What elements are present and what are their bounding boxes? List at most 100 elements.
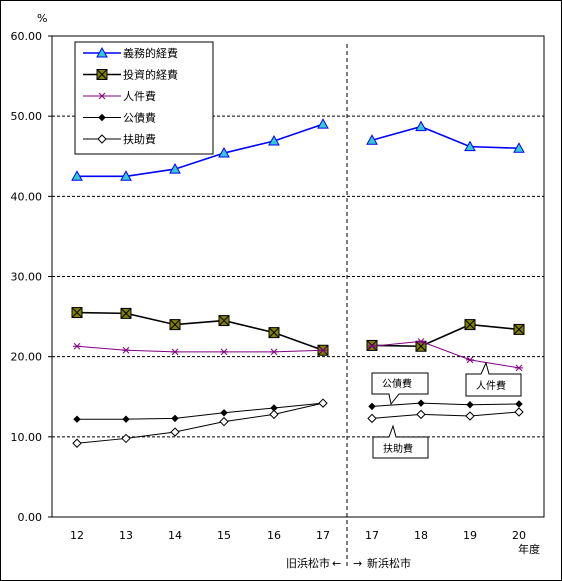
divider-note: 旧浜松市 ← → 新浜松市	[286, 556, 411, 570]
y-tick-label: 30.00	[11, 271, 43, 284]
data-point	[464, 319, 476, 331]
callout-jinken: 人件費	[465, 361, 522, 397]
series-layer	[71, 118, 525, 448]
divider-note-right-arrow: →	[353, 557, 362, 570]
callout-kousai-label: 公債費	[382, 377, 412, 390]
divider-note-right: 新浜松市	[367, 556, 411, 570]
legend-label: 義務的経費	[123, 46, 178, 60]
legend-marker	[98, 113, 106, 122]
y-tick-label: 50.00	[11, 110, 43, 123]
marker-stroke	[122, 346, 130, 354]
callout-kousai-bubble	[371, 372, 429, 406]
data-point	[466, 401, 474, 409]
data-point	[515, 400, 523, 408]
marker-cross	[366, 340, 378, 351]
data-point	[270, 348, 278, 356]
data-point	[171, 348, 179, 356]
x-axis-unit: 年度	[518, 542, 540, 556]
marker-cross	[268, 327, 280, 338]
legend-item: 扶助費	[83, 132, 156, 146]
marker-stroke	[515, 364, 523, 372]
x-tick-label: 14	[168, 529, 182, 542]
legend-item: 義務的経費	[83, 46, 178, 60]
legend-box	[74, 41, 214, 155]
marker-cross	[120, 308, 132, 319]
series-line	[76, 345, 324, 353]
data-point	[122, 346, 130, 354]
marker-stroke	[73, 342, 81, 350]
y-tick-label: 0.00	[18, 511, 43, 524]
marker-cross	[464, 319, 476, 330]
marker-cross	[218, 315, 230, 326]
data-point	[121, 433, 131, 444]
marker-stroke	[220, 348, 228, 356]
data-point	[464, 140, 476, 152]
legend-label: 投資的経費	[123, 68, 178, 82]
marker-stroke	[417, 338, 425, 345]
data-point	[515, 364, 523, 372]
marker-stroke	[171, 348, 179, 356]
series-line	[77, 123, 324, 178]
series-line	[371, 340, 520, 369]
x-axis-ticks: 12 13 14 15 16 17 17 18 19 20	[70, 529, 526, 542]
data-point	[268, 327, 280, 339]
legend-marker	[96, 69, 108, 80]
data-point	[465, 411, 475, 421]
data-point	[170, 427, 180, 437]
x-tick-label: 17	[316, 529, 330, 542]
series-line	[76, 402, 324, 444]
data-point	[514, 407, 524, 417]
series-line	[371, 402, 520, 407]
data-point	[220, 348, 228, 356]
x-tick-label: 20	[512, 529, 526, 542]
data-point	[268, 134, 280, 146]
data-point	[269, 409, 279, 420]
y-axis-ticks: 0.00 10.00 20.00 30.00 40.00 50.00 60.00	[11, 30, 52, 524]
marker-cross	[169, 319, 181, 330]
x-tick-label: 13	[119, 529, 133, 542]
series-line	[371, 323, 520, 348]
data-point	[513, 142, 525, 153]
marker-stroke	[368, 342, 376, 350]
data-point	[171, 414, 179, 423]
series-line	[371, 125, 520, 150]
legend-item: 人件費	[83, 89, 156, 103]
y-tick-label: 10.00	[11, 431, 43, 444]
data-point	[367, 413, 377, 424]
legend-marker	[96, 46, 108, 58]
callout-fujo: 扶助費	[372, 424, 429, 459]
data-point	[220, 409, 228, 417]
data-point	[218, 147, 230, 158]
data-point	[319, 346, 327, 354]
marker-stroke	[466, 356, 474, 364]
data-point	[169, 319, 181, 331]
y-axis-unit: %	[37, 12, 47, 25]
callout-jinken-bubble	[465, 361, 522, 397]
series-line	[76, 311, 324, 352]
marker-stroke	[98, 92, 106, 100]
series-line	[371, 411, 520, 419]
callout-fujo-label: 扶助費	[383, 442, 413, 455]
data-point	[417, 399, 425, 407]
data-point	[417, 338, 425, 345]
legend-item: 投資的経費	[83, 68, 178, 82]
data-point	[368, 342, 376, 350]
marker-cross	[513, 324, 525, 335]
data-point	[71, 307, 83, 319]
legend-marker	[97, 134, 107, 144]
series-2	[73, 338, 523, 372]
marker-stroke	[270, 348, 278, 356]
x-tick-label: 12	[70, 529, 84, 542]
marker-stroke	[319, 346, 327, 354]
data-point	[169, 163, 181, 174]
data-point	[120, 170, 132, 181]
data-point	[122, 415, 130, 423]
y-tick-label: 60.00	[11, 30, 43, 43]
data-point	[466, 356, 474, 364]
data-point	[415, 120, 427, 132]
data-point	[219, 416, 229, 427]
data-point	[318, 398, 328, 408]
data-point	[513, 323, 525, 335]
